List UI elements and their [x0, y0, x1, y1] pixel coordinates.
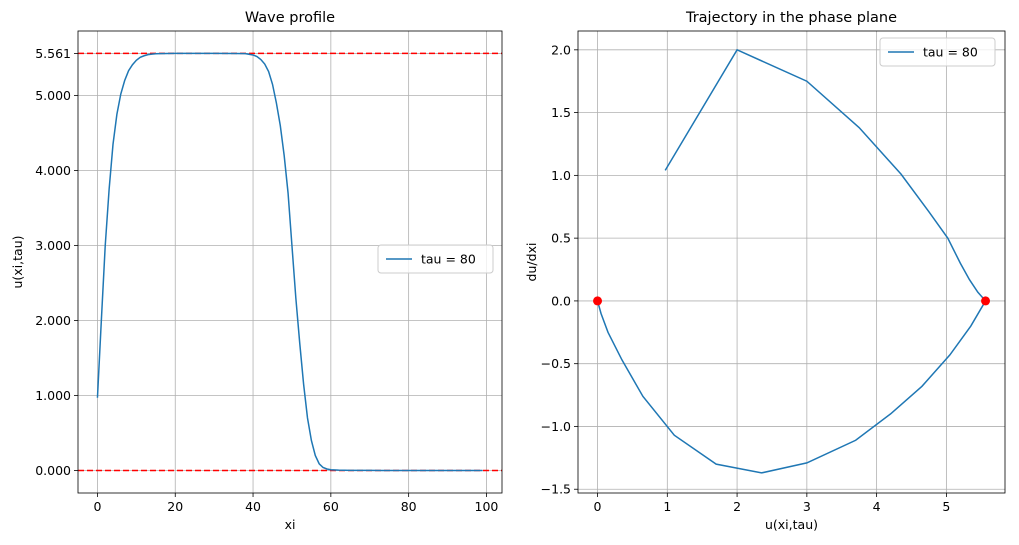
- wave-profile-y-tick-label: 4.000: [35, 163, 71, 178]
- phase-plane-legend-box: [879, 37, 996, 67]
- wave-profile-x-tick-label: 100: [475, 499, 499, 514]
- wave-profile-x-axis-label: xi: [285, 517, 296, 532]
- phase-plane-y-tick-label: 1.5: [551, 105, 571, 120]
- phase-plane-axes-frame: [577, 30, 1006, 494]
- phase-plane-x-tick-label: 0: [594, 499, 602, 514]
- phase-plane-title: Trajectory in the phase plane: [685, 10, 897, 26]
- wave-profile-legend-box: [377, 244, 494, 274]
- phase-plane-marker-point: [981, 296, 991, 306]
- wave-profile-ticks: 0 20 40 60 80 100 0.000 1.000 2.000 3.000 4.000 5.0…: [35, 46, 498, 514]
- wave-profile-x-tick-label: 60: [323, 499, 339, 514]
- phase-plane-y-axis-label: du/dxi: [524, 243, 539, 282]
- wave-profile-series-line: [96, 52, 483, 472]
- phase-plane-x-tick-label: 1: [663, 499, 671, 514]
- phase-plane-legend-label: tau = 80: [923, 45, 978, 60]
- phase-plane-x-tick-label: 2: [733, 499, 741, 514]
- phase-plane-y-tick-label: 0.0: [551, 293, 571, 308]
- wave-profile-x-tick-label: 0: [93, 499, 101, 514]
- wave-profile-y-tick-label: 1.000: [35, 388, 71, 403]
- phase-plane-y-tick-label: 0.5: [551, 231, 571, 246]
- phase-plane-ticks: 0 1 2 3 4 5 −1.5 −1.0 −0.5 0.0 0.5 1.0 1.5 2.0: [541, 42, 951, 514]
- wave-profile-legend: tau = 80: [377, 244, 494, 274]
- phase-plane-x-tick-label: 5: [942, 499, 950, 514]
- wave-profile-title: Wave profile: [245, 10, 335, 26]
- wave-profile-axes-frame: [77, 30, 503, 494]
- wave-profile-y-tick-label: 2.000: [35, 313, 71, 328]
- wave-profile-y-tick-label: 3.000: [35, 238, 71, 253]
- wave-profile-y-tick-label: 0.000: [35, 463, 71, 478]
- phase-plane-x-tick-label: 3: [803, 499, 811, 514]
- phase-plane-grid: [578, 31, 1005, 493]
- wave-profile-x-tick-label: 80: [401, 499, 417, 514]
- phase-plane-x-axis-label: u(xi,tau): [765, 517, 818, 532]
- wave-profile-legend-label: tau = 80: [421, 252, 476, 267]
- phase-plane-series-line: [596, 48, 987, 474]
- phase-plane-y-tick-label: −0.5: [541, 356, 571, 371]
- wave-profile-x-tick-label: 20: [167, 499, 183, 514]
- phase-plane-x-tick-label: 4: [873, 499, 881, 514]
- phase-plane-panel: 0 1 2 3 4 5 −1.5 −1.0 −0.5 0.0 0.5 1.0 1.5 2.0 Trajec…: [524, 10, 1006, 532]
- wave-profile-panel: 0 20 40 60 80 100 0.000 1.000 2.000 3.000 4.000 5.0…: [10, 10, 503, 532]
- phase-plane-marker-point: [593, 296, 603, 306]
- wave-profile-x-tick-label: 40: [245, 499, 261, 514]
- phase-plane-y-tick-label: −1.0: [541, 419, 571, 434]
- phase-plane-y-tick-label: −1.5: [541, 482, 571, 497]
- phase-plane-legend: tau = 80: [879, 37, 996, 67]
- wave-profile-y-axis-label: u(xi,tau): [10, 235, 25, 288]
- wave-profile-y-tick-label: 5.000: [35, 88, 71, 103]
- wave-profile-y-tick-label: 5.561: [35, 46, 71, 61]
- phase-plane-y-tick-label: 2.0: [551, 42, 571, 57]
- phase-plane-y-tick-label: 1.0: [551, 168, 571, 183]
- phase-plane-points: [593, 296, 991, 306]
